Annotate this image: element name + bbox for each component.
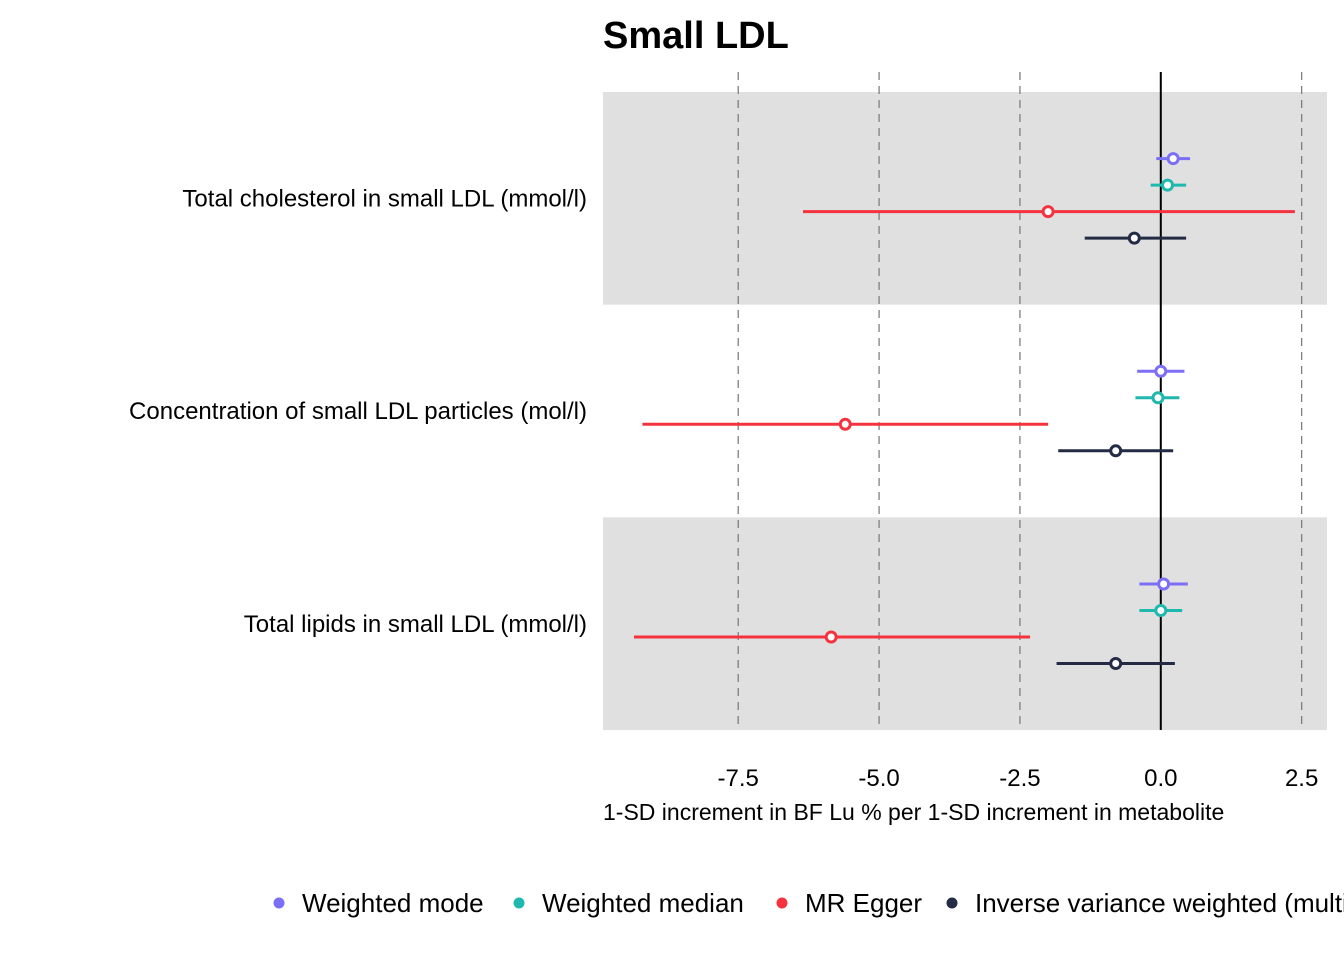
legend-key [776,897,788,909]
x-tick-label: -5.0 [858,765,899,792]
legend-label: Weighted mode [302,888,484,918]
x-tick-label: -2.5 [999,765,1040,792]
estimate-point [1109,657,1123,670]
x-tick-labels: -7.5 -5.0 -2.5 0.0 2.5 [718,765,1319,792]
estimate-point [824,630,838,644]
legend-key [273,897,285,909]
estimate-point [1151,391,1165,405]
x-tick-label: 0.0 [1144,765,1177,792]
estimate-point [1161,178,1175,192]
legend-label: Weighted median [542,888,744,918]
category-label: Total cholesterol in small LDL (mmol/l) [182,185,587,212]
estimate-marks [633,152,1295,670]
estimate-point [1154,364,1168,378]
grid-lines [737,72,1303,730]
estimate-point [1166,152,1180,166]
legend-key [513,897,525,909]
category-label: Total lipids in small LDL (mmol/l) [244,611,587,638]
estimate-point [838,417,852,431]
estimate-point [1109,444,1123,458]
x-tick-label: -7.5 [718,765,759,792]
legend: Weighted mode Weighted median MR Egger Inve… [273,888,1344,918]
chart-title: Small LDL [603,15,789,57]
legend-label: Inverse variance weighted (multiplicativ… [975,888,1344,918]
estimate-point [1157,577,1171,591]
estimate-point [1041,205,1055,219]
x-tick-label: 2.5 [1285,765,1318,792]
row-band [603,517,1327,731]
category-labels: Total cholesterol in small LDL (mmol/l) C… [129,185,587,637]
row-band [603,92,1327,305]
legend-key [946,897,958,909]
x-axis-title: 1-SD increment in BF Lu % per 1-SD incre… [603,799,1224,825]
legend-label: MR Egger [805,888,922,918]
estimate-point [1127,231,1141,245]
row-bands [603,92,1327,731]
category-label: Concentration of small LDL particles (mo… [129,398,587,425]
estimate-point [1154,604,1168,617]
